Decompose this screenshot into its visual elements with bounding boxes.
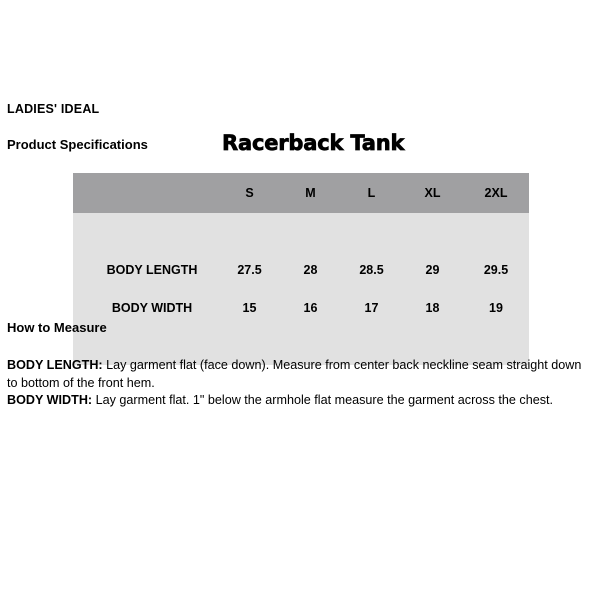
- header-cell-s: S: [245, 186, 254, 200]
- cell-body-width-2xl: 19: [489, 301, 503, 315]
- brand-name: LADIES' IDEAL: [7, 102, 100, 116]
- spacer-cell: [341, 213, 402, 251]
- how-to-measure-title: How to Measure: [7, 320, 107, 335]
- table-row-spacer: [73, 327, 529, 365]
- row-label-body-length: BODY LENGTH: [106, 263, 198, 277]
- page-title: Racerback Tank: [222, 131, 405, 156]
- cell-body-width-xl: 18: [425, 301, 440, 315]
- cell-body-width-l: 17: [364, 301, 379, 315]
- size-specifications-table: S M L XL 2XL BODY LENGTH 27.5 28 28.5: [73, 173, 529, 365]
- cell-body-length-2xl: 29.5: [483, 263, 509, 277]
- header-cell-xl: XL: [424, 186, 441, 200]
- cell-body-width-s: 15: [242, 301, 257, 315]
- measure-entry-body-width: BODY WIDTH: Lay garment flat. 1" below t…: [7, 392, 595, 410]
- spacer-cell: [280, 213, 341, 251]
- measure-text-body-length: Lay garment flat (face down). Measure fr…: [7, 358, 582, 390]
- table-row: BODY LENGTH 27.5 28 28.5 29 29.5: [73, 251, 529, 289]
- table-row-spacer: [73, 213, 529, 251]
- cell-body-length-xl: 29: [425, 263, 440, 277]
- table-header: S M L XL 2XL: [73, 173, 529, 213]
- row-label-body-width: BODY WIDTH: [111, 301, 193, 315]
- table-row: BODY WIDTH 15 16 17 18 19: [73, 289, 529, 327]
- table-header-row: S M L XL 2XL: [73, 173, 529, 213]
- how-to-measure-body: BODY LENGTH: Lay garment flat (face down…: [7, 357, 595, 410]
- table-body: BODY LENGTH 27.5 28 28.5 29 29.5 BODY WI…: [73, 213, 529, 365]
- cell-body-length-s: 27.5: [237, 263, 262, 277]
- header-cell-2xl: 2XL: [484, 186, 508, 200]
- header-cell-l: L: [367, 186, 376, 200]
- spacer-cell: [463, 213, 529, 251]
- cell-body-width-m: 16: [303, 301, 318, 315]
- spacer-cell: [219, 213, 280, 251]
- cell-body-length-l: 28.5: [359, 263, 384, 277]
- spacer-cell: [402, 213, 463, 251]
- measure-entry-body-length: BODY LENGTH: Lay garment flat (face down…: [7, 357, 595, 392]
- measure-term-body-width: BODY WIDTH:: [7, 393, 93, 407]
- header-cell-measurement: [73, 173, 219, 213]
- product-specifications-label: Product Specifications: [7, 137, 148, 152]
- spacer-cell: [73, 213, 219, 251]
- measure-term-body-length: BODY LENGTH:: [7, 358, 103, 372]
- measure-text-body-width: Lay garment flat. 1" below the armhole f…: [92, 393, 554, 407]
- cell-body-length-m: 28: [303, 263, 318, 277]
- header-cell-m: M: [305, 186, 316, 200]
